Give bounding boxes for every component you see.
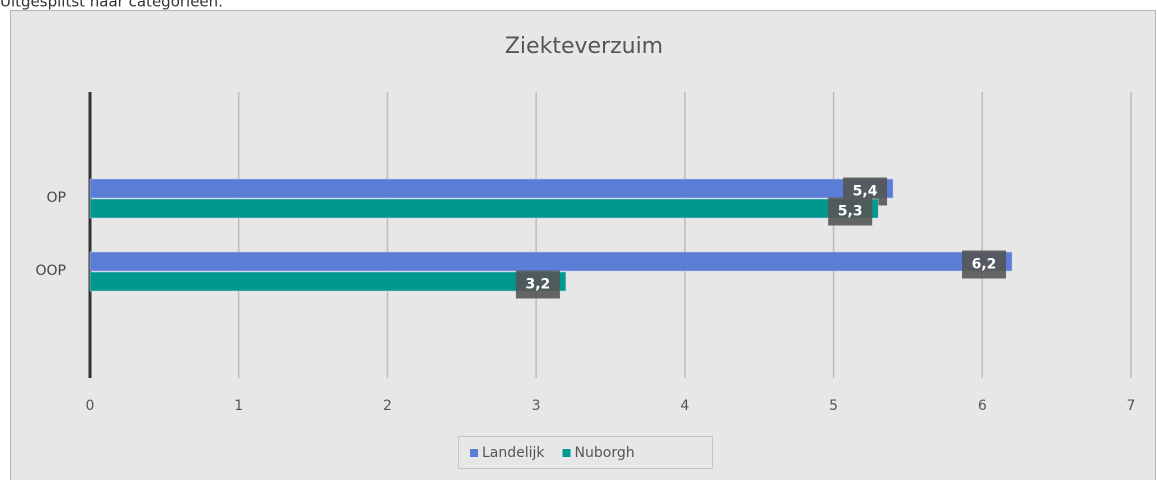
x-tick-label: 4 <box>680 398 689 414</box>
bar <box>89 178 894 199</box>
x-tick-label: 2 <box>383 398 392 414</box>
data-label: 3,2 <box>525 277 550 293</box>
x-tick-label: 3 <box>532 398 541 414</box>
legend-swatch <box>562 449 571 457</box>
legend-box <box>458 436 713 469</box>
data-label-box <box>962 250 1007 279</box>
intro-text: Uitgesplitst naar categorieën. <box>0 0 223 11</box>
x-tick-label: 1 <box>234 398 243 414</box>
y-tick-label: OOP <box>36 263 66 279</box>
bar <box>89 251 1013 272</box>
data-label: 6,2 <box>972 257 997 273</box>
data-label: 5,3 <box>838 204 863 220</box>
chart-area <box>10 10 1156 484</box>
chart-title: Ziekteverzuim <box>505 34 663 59</box>
bar <box>89 198 879 219</box>
legend-label: Nuborgh <box>575 445 635 461</box>
x-tick-label: 5 <box>829 398 838 414</box>
data-label-box <box>515 270 560 299</box>
legend-swatch <box>470 449 478 457</box>
data-label: 5,4 <box>853 184 878 200</box>
bar <box>89 271 567 292</box>
legend-label: Landelijk <box>482 445 545 461</box>
x-tick-label: 0 <box>86 398 95 414</box>
x-tick-label: 7 <box>1127 398 1136 414</box>
x-tick-label: 6 <box>978 398 987 414</box>
data-label-box <box>828 197 873 226</box>
y-tick-label: OP <box>47 190 66 206</box>
